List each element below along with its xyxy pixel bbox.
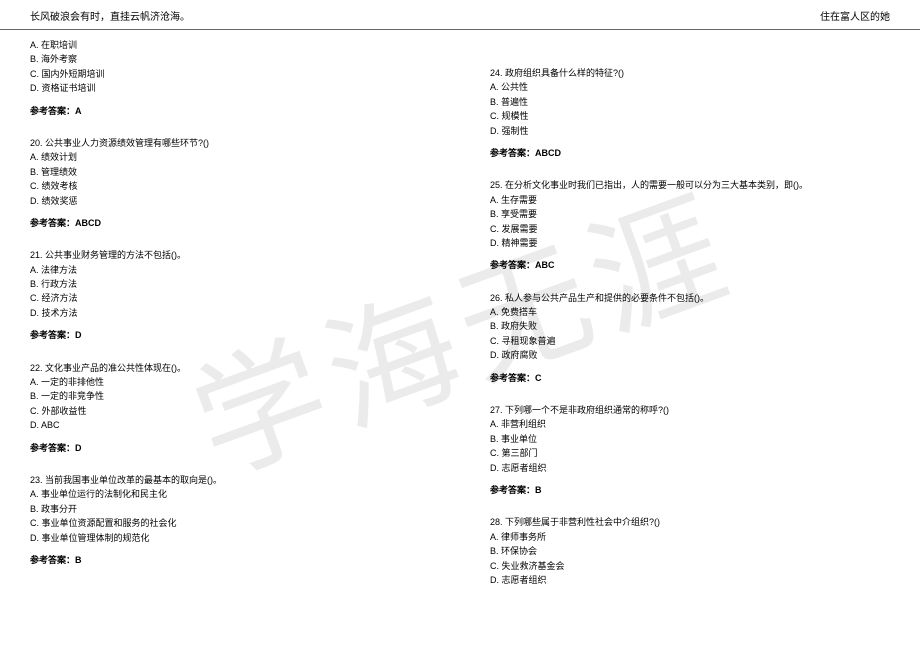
question-line: C. 规模性 bbox=[490, 109, 890, 123]
question-block: 27. 下列哪一个不是非政府组织通常的称呼?()A. 非营利组织B. 事业单位C… bbox=[490, 403, 890, 497]
question-line: B. 政府失败 bbox=[490, 319, 890, 333]
question-block: 20. 公共事业人力资源绩效管理有哪些环节?()A. 绩效计划B. 管理绩效C.… bbox=[30, 136, 430, 230]
question-line: D. 志愿者组织 bbox=[490, 573, 890, 587]
question-line: D. 强制性 bbox=[490, 124, 890, 138]
answer-text: 参考答案：ABC bbox=[490, 258, 890, 272]
question-block: 28. 下列哪些属于非营利性社会中介组织?()A. 律师事务所B. 环保协会C.… bbox=[490, 515, 890, 587]
question-line: D. 资格证书培训 bbox=[30, 81, 430, 95]
left-column: A. 在职培训B. 海外考察C. 国内外短期培训D. 资格证书培训参考答案：A 2… bbox=[30, 38, 460, 605]
question-line: A. 法律方法 bbox=[30, 263, 430, 277]
question-line: A. 一定的非排他性 bbox=[30, 375, 430, 389]
question-line: A. 在职培训 bbox=[30, 38, 430, 52]
question-line: A. 事业单位运行的法制化和民主化 bbox=[30, 487, 430, 501]
question-line: C. 国内外短期培训 bbox=[30, 67, 430, 81]
answer-text: 参考答案：C bbox=[490, 371, 890, 385]
question-line: A. 公共性 bbox=[490, 80, 890, 94]
page-header: 长风破浪会有时，直挂云帆济沧海。 住在富人区的她 bbox=[0, 0, 920, 30]
question-line: A. 生存需要 bbox=[490, 193, 890, 207]
question-line: D. 精神需要 bbox=[490, 236, 890, 250]
question-line: A. 绩效计划 bbox=[30, 150, 430, 164]
answer-text: 参考答案：A bbox=[30, 104, 430, 118]
question-block: 24. 政府组织具备什么样的特征?()A. 公共性B. 普遍性C. 规模性D. … bbox=[490, 66, 890, 160]
question-line: 20. 公共事业人力资源绩效管理有哪些环节?() bbox=[30, 136, 430, 150]
question-line: B. 管理绩效 bbox=[30, 165, 430, 179]
question-line: C. 第三部门 bbox=[490, 446, 890, 460]
question-line: D. 政府腐败 bbox=[490, 348, 890, 362]
question-line: 27. 下列哪一个不是非政府组织通常的称呼?() bbox=[490, 403, 890, 417]
answer-text: 参考答案：B bbox=[30, 553, 430, 567]
question-line: D. ABC bbox=[30, 418, 430, 432]
question-line: 28. 下列哪些属于非营利性社会中介组织?() bbox=[490, 515, 890, 529]
question-block: 21. 公共事业财务管理的方法不包括()。A. 法律方法B. 行政方法C. 经济… bbox=[30, 248, 430, 342]
question-block: A. 在职培训B. 海外考察C. 国内外短期培训D. 资格证书培训参考答案：A bbox=[30, 38, 430, 118]
question-line: B. 享受需要 bbox=[490, 207, 890, 221]
question-line: C. 寻租现象普遍 bbox=[490, 334, 890, 348]
answer-text: 参考答案：B bbox=[490, 483, 890, 497]
question-block: 23. 当前我国事业单位改革的最基本的取向是()。A. 事业单位运行的法制化和民… bbox=[30, 473, 430, 567]
question-line: 24. 政府组织具备什么样的特征?() bbox=[490, 66, 890, 80]
question-line: C. 外部收益性 bbox=[30, 404, 430, 418]
question-line: B. 普遍性 bbox=[490, 95, 890, 109]
question-line: 21. 公共事业财务管理的方法不包括()。 bbox=[30, 248, 430, 262]
question-line: B. 环保协会 bbox=[490, 544, 890, 558]
question-line: B. 海外考察 bbox=[30, 52, 430, 66]
question-line: 26. 私人参与公共产品生产和提供的必要条件不包括()。 bbox=[490, 291, 890, 305]
question-line: B. 一定的非竞争性 bbox=[30, 389, 430, 403]
header-right-text: 住在富人区的她 bbox=[820, 8, 890, 23]
question-line: D. 事业单位管理体制的规范化 bbox=[30, 531, 430, 545]
question-line: A. 非营利组织 bbox=[490, 417, 890, 431]
question-line: 23. 当前我国事业单位改革的最基本的取向是()。 bbox=[30, 473, 430, 487]
answer-text: 参考答案：D bbox=[30, 441, 430, 455]
question-line: C. 绩效考核 bbox=[30, 179, 430, 193]
question-line: A. 律师事务所 bbox=[490, 530, 890, 544]
answer-text: 参考答案：ABCD bbox=[30, 216, 430, 230]
right-column: 24. 政府组织具备什么样的特征?()A. 公共性B. 普遍性C. 规模性D. … bbox=[460, 38, 890, 605]
question-line: 22. 文化事业产品的准公共性体现在()。 bbox=[30, 361, 430, 375]
question-line: A. 免费搭车 bbox=[490, 305, 890, 319]
question-line: C. 失业救济基金会 bbox=[490, 559, 890, 573]
question-line: C. 经济方法 bbox=[30, 291, 430, 305]
question-block: 26. 私人参与公共产品生产和提供的必要条件不包括()。A. 免费搭车B. 政府… bbox=[490, 291, 890, 385]
question-line: B. 行政方法 bbox=[30, 277, 430, 291]
question-line: 25. 在分析文化事业时我们已指出，人的需要一般可以分为三大基本类别，即()。 bbox=[490, 178, 890, 192]
question-line: B. 事业单位 bbox=[490, 432, 890, 446]
question-line: B. 政事分开 bbox=[30, 502, 430, 516]
question-line: D. 志愿者组织 bbox=[490, 461, 890, 475]
question-block: 25. 在分析文化事业时我们已指出，人的需要一般可以分为三大基本类别，即()。A… bbox=[490, 178, 890, 272]
answer-text: 参考答案：D bbox=[30, 328, 430, 342]
header-left-text: 长风破浪会有时，直挂云帆济沧海。 bbox=[30, 8, 190, 23]
question-line: D. 绩效奖惩 bbox=[30, 194, 430, 208]
question-line: C. 事业单位资源配置和服务的社会化 bbox=[30, 516, 430, 530]
question-block: 22. 文化事业产品的准公共性体现在()。A. 一定的非排他性B. 一定的非竞争… bbox=[30, 361, 430, 455]
answer-text: 参考答案：ABCD bbox=[490, 146, 890, 160]
content-area: A. 在职培训B. 海外考察C. 国内外短期培训D. 资格证书培训参考答案：A 2… bbox=[0, 30, 920, 613]
question-line: D. 技术方法 bbox=[30, 306, 430, 320]
question-line: C. 发展需要 bbox=[490, 222, 890, 236]
